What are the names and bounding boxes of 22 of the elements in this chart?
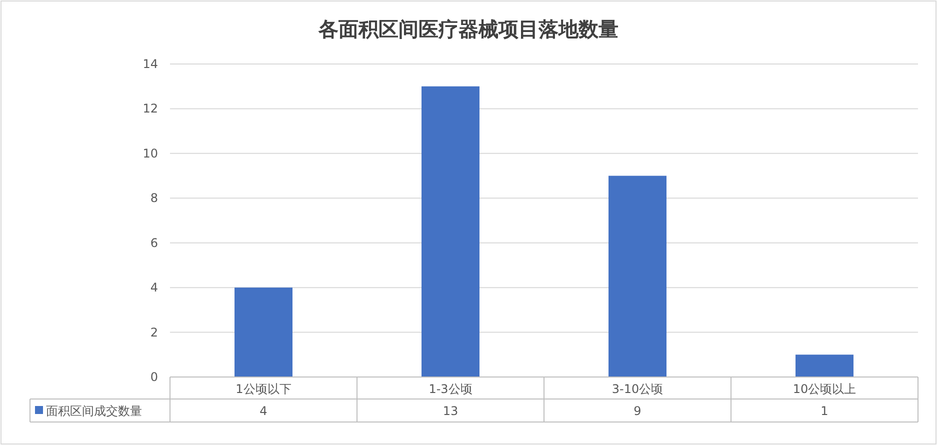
x-tick-label: 1公顷以下 [236, 382, 292, 396]
data-label: 9 [634, 404, 642, 418]
y-tick-label: 6 [150, 236, 158, 250]
legend-label: 面积区间成交数量 [46, 404, 142, 418]
y-tick-label: 0 [150, 370, 158, 384]
bar [234, 288, 292, 377]
bar [422, 86, 480, 377]
y-tick-label: 10 [142, 146, 158, 160]
y-tick-label: 12 [142, 102, 158, 116]
x-tick-label: 1-3公顷 [428, 382, 472, 396]
data-label: 1 [820, 404, 828, 418]
data-label: 4 [260, 404, 268, 418]
y-tick-label: 14 [142, 57, 158, 71]
bar [796, 354, 854, 377]
chart-title: 各面积区间医疗器械项目落地数量 [318, 17, 618, 41]
y-tick-label: 4 [150, 280, 158, 295]
x-tick-label: 3-10公顷 [612, 382, 664, 396]
y-tick-label: 2 [150, 325, 158, 340]
data-label: 13 [442, 404, 458, 418]
bar [608, 176, 666, 377]
x-tick-label: 10公顷以上 [792, 382, 856, 396]
y-tick-label: 8 [150, 191, 158, 206]
